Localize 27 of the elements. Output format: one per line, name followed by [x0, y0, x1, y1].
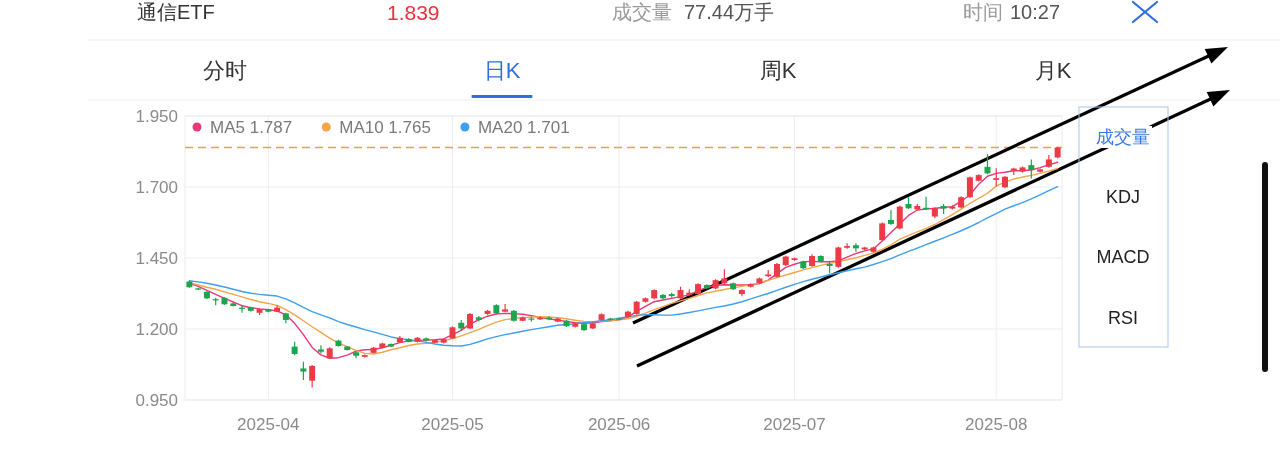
ytick-label: 1.700 — [135, 177, 178, 197]
annotation: 日K — [483, 57, 521, 83]
annotation: MACD — [1096, 247, 1150, 267]
xtick-label: 2025-07 — [763, 414, 826, 434]
ytick-label: 0.950 — [135, 390, 178, 410]
legend-label: MA20 1.701 — [477, 117, 570, 137]
annotation: RSI — [1108, 308, 1138, 328]
annotation: 月K — [1034, 57, 1072, 83]
annotation: 77.44万手 — [684, 1, 775, 23]
ytick-label: 1.200 — [135, 319, 178, 339]
annotation: 时间 — [963, 1, 1003, 23]
xtick-label: 2025-04 — [237, 414, 300, 434]
xtick-label: 2025-06 — [587, 414, 651, 434]
annotation: KDJ — [1106, 187, 1140, 207]
annotation: 成交量 — [1096, 127, 1150, 147]
xtick-label: 2025-05 — [421, 414, 484, 434]
annotation: 分时 — [203, 57, 247, 83]
xtick-label: 2025-08 — [965, 414, 1028, 434]
annotation: 10:27 — [1010, 1, 1061, 23]
ytick-label: 1.950 — [135, 106, 178, 126]
annotation: 1.839 — [387, 0, 440, 24]
title: 通信ETF — [137, 1, 215, 23]
ytick-label: 1.450 — [135, 248, 178, 268]
annotation: 周K — [759, 57, 797, 83]
annotation: 成交量 — [612, 1, 672, 23]
legend-label: MA10 1.765 — [339, 117, 431, 137]
legend-label: MA5 1.787 — [210, 117, 293, 137]
